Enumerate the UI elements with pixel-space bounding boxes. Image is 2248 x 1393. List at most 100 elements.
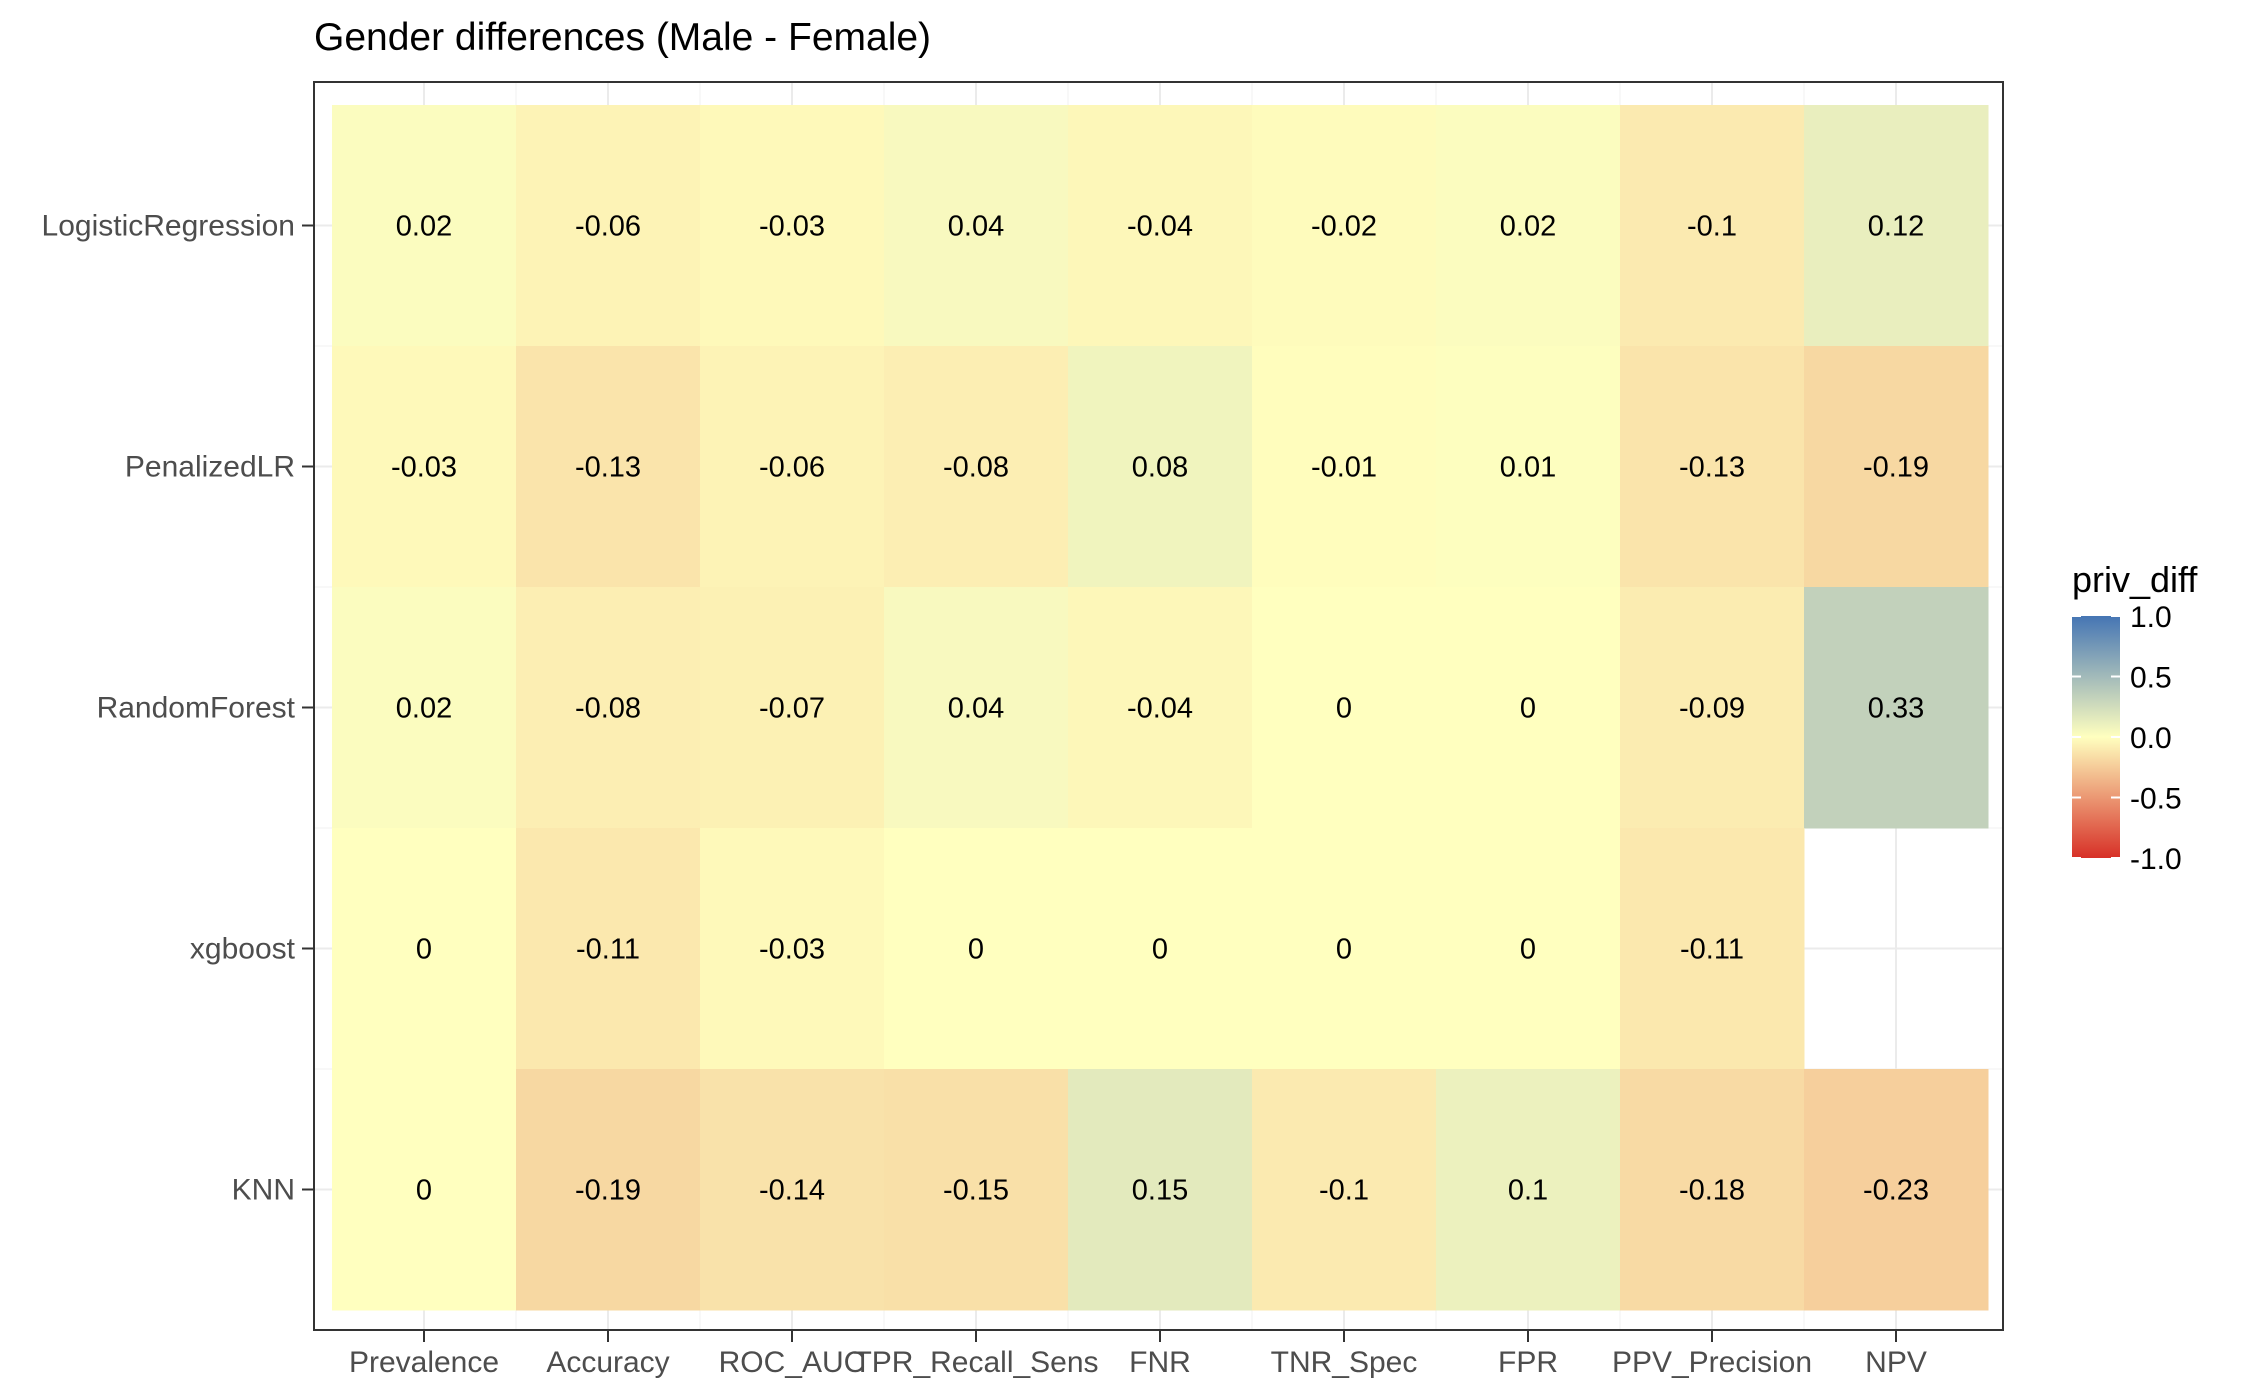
cell-value-label: 0.1	[1508, 1175, 1548, 1207]
legend-tick-label: -1.0	[2130, 843, 2182, 876]
row-label-xgboost: xgboost	[190, 933, 296, 966]
heatmap-cell-labels: 0.02 -0.06 -0.03 0.04 -0.04 -0.02 0.02 -0.1 0.12…	[391, 211, 1929, 1207]
heatmap-cell	[1436, 1069, 1621, 1311]
row-label-randomforest: RandomForest	[97, 692, 296, 725]
heatmap-cells	[332, 105, 1989, 1311]
cell-value-label: -0.06	[759, 452, 825, 484]
cell-value-label: 0.15	[1132, 1175, 1188, 1207]
heatmap-cell	[1620, 346, 1805, 588]
heatmap-cell	[1804, 105, 1989, 347]
cell-value-label: 0.02	[396, 693, 452, 725]
cell-value-label: -0.02	[1311, 211, 1377, 243]
heatmap-cell	[1252, 346, 1437, 588]
cell-value-label: 0	[1336, 934, 1352, 966]
legend-ticks: 1.0 0.5 0.0 -0.5 -1.0	[2072, 601, 2182, 876]
cell-value-label: 0	[1152, 934, 1168, 966]
cell-value-label: -0.19	[1863, 452, 1929, 484]
heatmap-cell	[1804, 1069, 1989, 1311]
heatmap-cell	[332, 346, 517, 588]
cell-value-label: -0.23	[1863, 1175, 1929, 1207]
heatmap-cell	[1804, 587, 1989, 829]
cell-value-label: 0.12	[1868, 211, 1924, 243]
heatmap-cell	[884, 587, 1069, 829]
heatmap-cell	[700, 346, 885, 588]
heatmap-cell	[332, 105, 517, 347]
cell-value-label: -0.1	[1319, 1175, 1369, 1207]
cell-value-label: -0.06	[575, 211, 641, 243]
heatmap-cell	[332, 828, 517, 1070]
heatmap-cell	[1436, 346, 1621, 588]
row-label-penalizedlr: PenalizedLR	[125, 451, 295, 484]
cell-value-label: 0	[416, 1175, 432, 1207]
heatmap-cell	[1436, 587, 1621, 829]
cell-value-label: -0.09	[1679, 693, 1745, 725]
cell-value-label: -0.04	[1127, 693, 1193, 725]
cell-value-label: -0.01	[1311, 452, 1377, 484]
cell-value-label: 0.02	[396, 211, 452, 243]
cell-value-label: 0.04	[948, 693, 1004, 725]
heatmap-cell	[1068, 828, 1253, 1070]
column-label-accuracy: Accuracy	[546, 1346, 669, 1379]
heatmap-cell	[516, 105, 701, 347]
cell-value-label: -0.15	[943, 1175, 1009, 1207]
heatmap-cell	[700, 1069, 885, 1311]
cell-value-label: -0.08	[943, 452, 1009, 484]
heatmap-cell	[332, 1069, 517, 1311]
heatmap-cell	[884, 105, 1069, 347]
legend: priv_diff 1.0 0.5 0.0 -0.5 -1.0	[2072, 559, 2198, 876]
heatmap-cell	[1620, 1069, 1805, 1311]
cell-value-label: -0.04	[1127, 211, 1193, 243]
heatmap-cell	[1620, 105, 1805, 347]
cell-value-label: -0.19	[575, 1175, 641, 1207]
heatmap-cell	[884, 1069, 1069, 1311]
cell-value-label: 0.08	[1132, 452, 1188, 484]
column-label-npv: NPV	[1865, 1346, 1927, 1379]
heatmap-cell	[516, 1069, 701, 1311]
heatmap-cell	[332, 587, 517, 829]
row-label-knn: KNN	[232, 1174, 295, 1207]
heatmap-cell	[516, 587, 701, 829]
cell-value-label: -0.14	[759, 1175, 825, 1207]
y-axis: LogisticRegression PenalizedLR RandomFores…	[42, 210, 314, 1207]
cell-value-label: 0	[1520, 693, 1536, 725]
heatmap-cell	[516, 346, 701, 588]
legend-tick-label: 0.5	[2130, 662, 2172, 695]
heatmap-cell	[1436, 105, 1621, 347]
heatmap-cell	[1436, 828, 1621, 1070]
heatmap-cell	[1068, 105, 1253, 347]
heatmap-cell	[700, 587, 885, 829]
heatmap-cell	[884, 346, 1069, 588]
cell-value-label: 0	[968, 934, 984, 966]
heatmap-cell	[1252, 1069, 1437, 1311]
cell-value-label: 0.04	[948, 211, 1004, 243]
cell-value-label: -0.11	[576, 934, 640, 966]
cell-value-label: -0.11	[1680, 934, 1744, 966]
cell-value-label: -0.13	[1679, 452, 1745, 484]
cell-value-label: -0.03	[391, 452, 457, 484]
heatmap-cell	[1804, 346, 1989, 588]
cell-value-label: 0	[416, 934, 432, 966]
cell-value-label: 0.33	[1868, 693, 1924, 725]
cell-value-label: -0.08	[575, 693, 641, 725]
column-label-tnr-spec: TNR_Spec	[1271, 1346, 1418, 1379]
cell-value-label: 0	[1336, 693, 1352, 725]
cell-value-label: -0.03	[759, 211, 825, 243]
cell-value-label: 0	[1520, 934, 1536, 966]
legend-tick-label: -0.5	[2130, 783, 2182, 816]
legend-tick-label: 0.0	[2130, 722, 2172, 755]
column-label-prevalence: Prevalence	[349, 1346, 499, 1379]
cell-value-label: 0.01	[1500, 452, 1556, 484]
plot-panel-border	[313, 81, 2004, 1331]
x-axis: Prevalence Accuracy ROC_AUCTPR_Recall_Sens…	[349, 1330, 1927, 1379]
heatmap-cell	[1068, 346, 1253, 588]
cell-value-label: -0.13	[575, 452, 641, 484]
cell-value-label: -0.07	[759, 693, 825, 725]
heatmap-cell	[1252, 587, 1437, 829]
legend-title: priv_diff	[2072, 559, 2198, 600]
chart-title: Gender differences (Male - Female)	[314, 16, 931, 59]
column-label-ppv-precision: PPV_Precision	[1612, 1346, 1812, 1379]
heatmap-cell	[1252, 105, 1437, 347]
heatmap-cell	[700, 105, 885, 347]
column-label-fpr: FPR	[1498, 1346, 1558, 1379]
